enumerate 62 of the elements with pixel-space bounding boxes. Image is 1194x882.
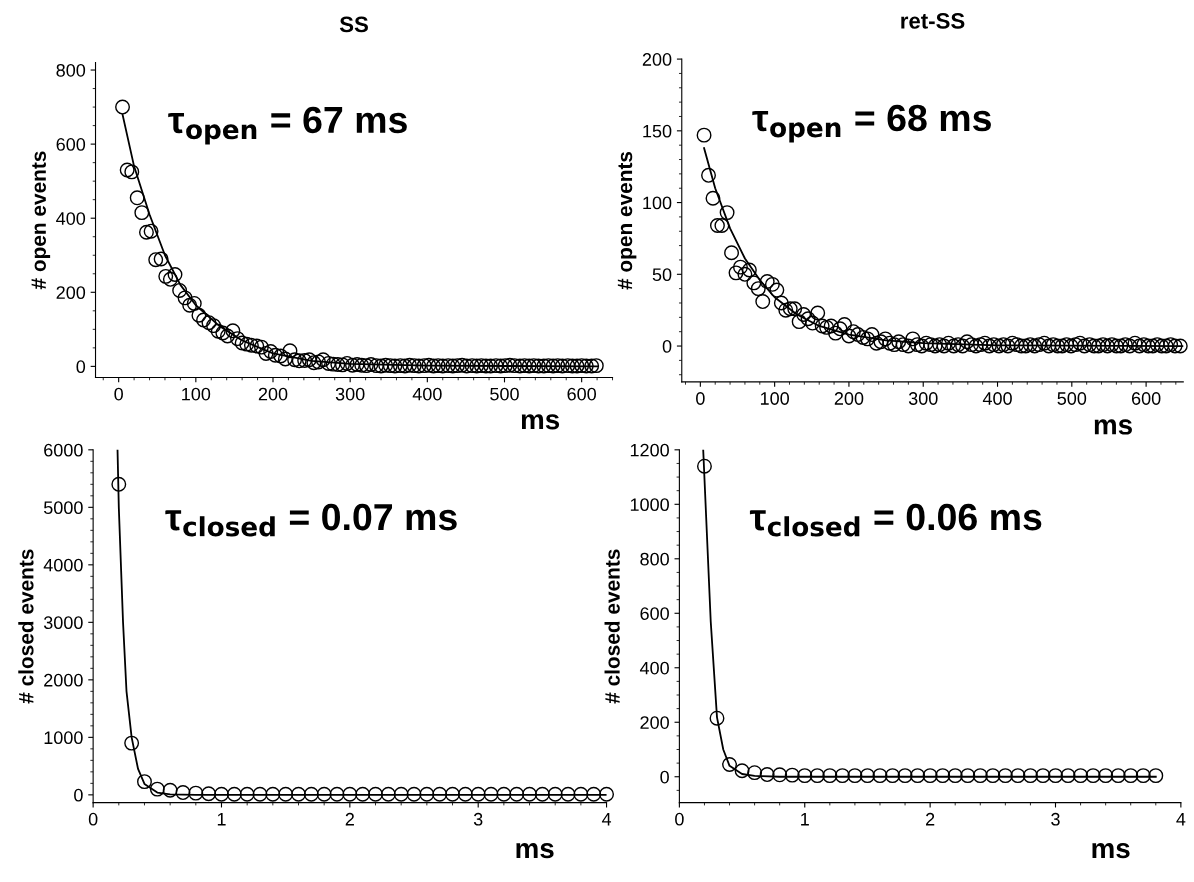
- y-axis-title: # closed events: [18, 549, 34, 704]
- x-tick-label: 4: [1176, 813, 1186, 826]
- y-tick-label: 6000: [44, 443, 83, 457]
- x-tick-label: 300: [335, 387, 365, 401]
- x-tick-label: 1: [801, 813, 809, 826]
- annotation: τ$_{open}$ = 67 ms: [168, 106, 407, 145]
- x-tick-label: 400: [412, 387, 442, 401]
- y-tick-label: 3000: [43, 616, 83, 630]
- x-tick-label: 600: [1131, 392, 1161, 405]
- annotation: τ$_{closed}$ = 0.06 ms: [749, 503, 1042, 537]
- x-axis-title: ms: [521, 414, 560, 430]
- y-tick-label: 0: [662, 339, 672, 353]
- x-tick-label: 3: [473, 812, 483, 826]
- x-tick-label: 0: [675, 812, 684, 826]
- y-tick-label: 0: [660, 770, 669, 784]
- y-tick-label: 1000: [44, 731, 83, 745]
- chart-title: ret-SS: [901, 13, 965, 29]
- y-tick-label: 400: [639, 661, 669, 675]
- chart-title: SS: [339, 16, 368, 33]
- y-tick-label: 5000: [43, 501, 83, 515]
- y-tick-label: 200: [642, 53, 672, 66]
- x-tick-label: 400: [982, 392, 1012, 405]
- x-tick-label: 0: [696, 392, 705, 405]
- y-tick-label: 800: [640, 552, 669, 566]
- y-tick-label: 600: [640, 607, 669, 620]
- y-tick-label: 200: [640, 716, 669, 729]
- x-tick-label: 100: [760, 392, 789, 405]
- x-tick-label: 500: [490, 387, 519, 401]
- x-tick-label: 200: [834, 392, 864, 405]
- x-tick-label: 2: [345, 812, 354, 826]
- y-tick-label: 200: [56, 286, 86, 300]
- x-tick-label: 600: [567, 387, 597, 401]
- y-tick-label: 800: [56, 63, 86, 77]
- y-tick-label: 1200: [630, 443, 669, 457]
- y-axis-title: # closed events: [604, 549, 620, 704]
- y-tick-label: 0: [76, 360, 86, 374]
- x-axis-title: ms: [1092, 843, 1130, 859]
- y-tick-label: 50: [652, 268, 672, 282]
- annotation: τ$_{closed}$ = 0.07 ms: [165, 503, 457, 537]
- x-tick-label: 300: [908, 392, 938, 405]
- x-axis-title: ms: [1094, 419, 1132, 435]
- y-tick-label: 150: [643, 124, 672, 138]
- x-tick-label: 2: [926, 812, 935, 826]
- x-tick-label: 1: [217, 813, 226, 826]
- y-axis-title: # open events: [31, 151, 51, 290]
- y-tick-label: 0: [74, 788, 83, 802]
- y-tick-label: 1000: [630, 498, 669, 512]
- x-tick-label: 3: [1051, 812, 1060, 826]
- y-tick-label: 100: [643, 196, 672, 210]
- y-axis-title: # open events: [617, 151, 637, 290]
- x-tick-label: 4: [601, 813, 612, 826]
- x-tick-label: 200: [258, 387, 288, 401]
- y-tick-label: 400: [56, 212, 86, 225]
- y-tick-label: 600: [56, 138, 86, 151]
- x-tick-label: 500: [1057, 392, 1087, 405]
- y-tick-label: 2000: [44, 673, 83, 687]
- x-tick-label: 0: [114, 387, 123, 401]
- annotation: τ$_{open}$ = 68 ms: [752, 104, 991, 143]
- x-axis-title: ms: [516, 843, 554, 859]
- x-tick-label: 0: [88, 812, 98, 826]
- x-tick-label: 100: [182, 387, 211, 401]
- y-tick-label: 4000: [43, 558, 83, 572]
